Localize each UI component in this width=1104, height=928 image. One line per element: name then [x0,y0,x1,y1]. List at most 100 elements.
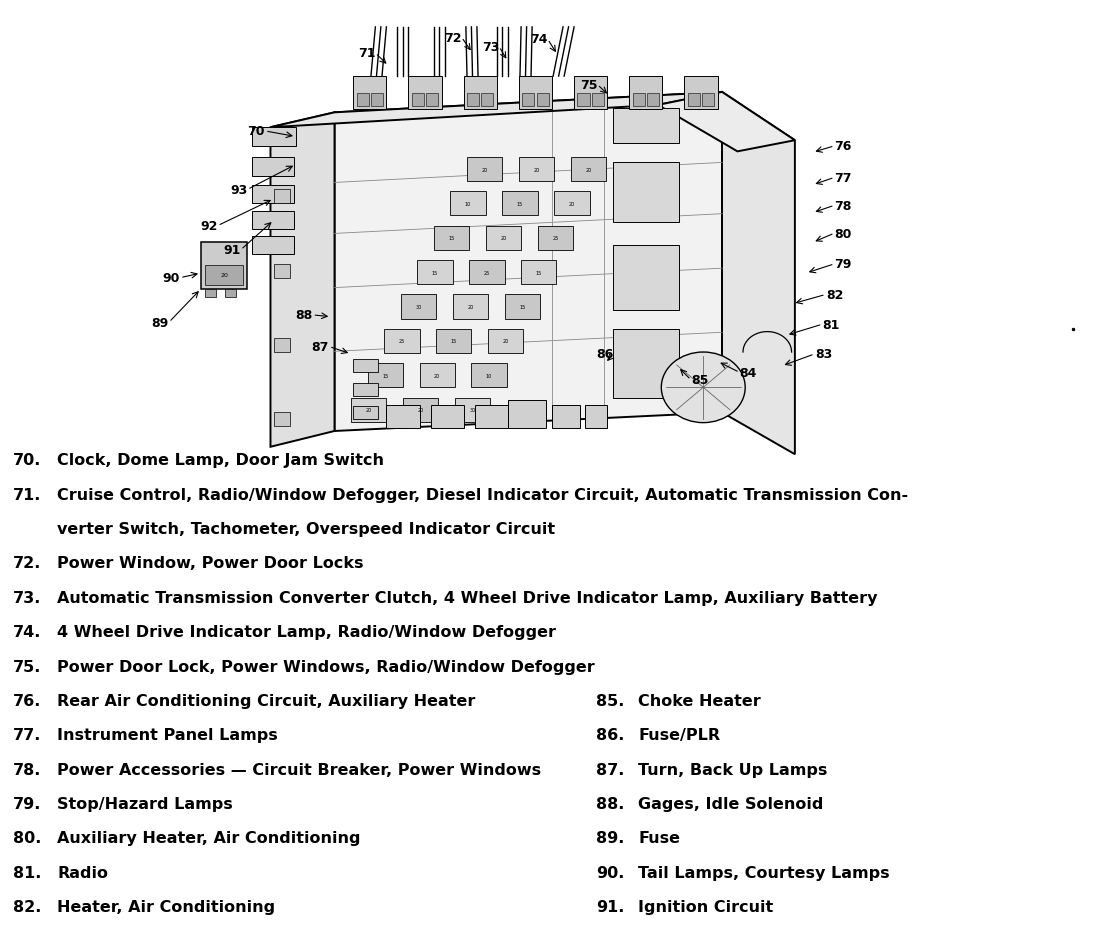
Text: 86.: 86. [596,728,625,742]
Text: 15: 15 [448,236,455,241]
Text: 83: 83 [815,348,832,361]
Text: Cruise Control, Radio/Window Defogger, Diesel Indicator Circuit, Automatic Trans: Cruise Control, Radio/Window Defogger, D… [57,487,909,502]
Bar [205,265,243,286]
Bar [205,290,216,298]
Text: 86: 86 [596,348,614,361]
Text: 20: 20 [467,304,474,310]
Text: 79: 79 [835,258,852,271]
Text: 15: 15 [519,304,526,310]
Text: 90.: 90. [596,865,625,880]
Text: verter Switch, Tachometer, Overspeed Indicator Circuit: verter Switch, Tachometer, Overspeed Ind… [57,522,555,536]
Bar [552,406,580,429]
Text: 81.: 81. [13,865,42,880]
Text: 70: 70 [247,125,265,138]
Bar [252,237,294,255]
Text: 20: 20 [220,273,229,278]
Text: Power Door Lock, Power Windows, Radio/Window Defogger: Power Door Lock, Power Windows, Radio/Wi… [57,659,595,674]
Text: 20: 20 [502,339,509,344]
Text: 75.: 75. [13,659,42,674]
Text: 89.: 89. [596,831,625,845]
Bar [647,94,659,107]
Bar [464,77,497,110]
Text: 30: 30 [469,407,476,413]
Text: 20: 20 [365,407,372,413]
Polygon shape [658,93,795,152]
Bar [537,94,549,107]
Bar [368,364,403,388]
Text: 20: 20 [417,407,424,413]
Text: 78: 78 [835,200,852,213]
Bar [502,192,538,216]
Bar [436,329,471,354]
Bar [538,226,573,251]
Text: 81: 81 [822,318,840,331]
Text: 79.: 79. [13,796,42,811]
Text: Heater, Air Conditioning: Heater, Air Conditioning [57,899,276,914]
Bar [505,295,540,319]
Text: Instrument Panel Lamps: Instrument Panel Lamps [57,728,278,742]
Text: 91: 91 [223,244,241,257]
Bar [351,398,386,422]
Text: 82.: 82. [13,899,42,914]
Bar [274,339,290,353]
Text: 74: 74 [530,33,548,46]
Bar [471,364,507,388]
Text: Power Accessories — Circuit Breaker, Power Windows: Power Accessories — Circuit Breaker, Pow… [57,762,542,777]
Bar [684,77,718,110]
Text: 70.: 70. [13,453,42,468]
Text: 15: 15 [432,270,438,276]
Bar [353,383,378,396]
Text: 30: 30 [415,304,422,310]
Text: 85: 85 [691,374,709,387]
Bar [252,128,296,147]
Bar [613,109,679,144]
Text: 10: 10 [486,373,492,379]
Text: Gages, Idle Solenoid: Gages, Idle Solenoid [638,796,824,811]
Text: 87: 87 [311,341,329,354]
Text: 15: 15 [517,201,523,207]
Text: 72.: 72. [13,556,42,571]
Text: 77: 77 [835,172,852,185]
Text: 15: 15 [382,373,389,379]
Bar [408,77,442,110]
Bar [629,77,662,110]
Text: Ignition Circuit: Ignition Circuit [638,899,774,914]
Bar [469,261,505,285]
Text: 20: 20 [434,373,440,379]
Text: 25: 25 [484,270,490,276]
Bar [274,190,290,204]
Bar [702,94,714,107]
Bar [521,261,556,285]
Polygon shape [270,93,722,128]
Bar [554,192,590,216]
Text: Clock, Dome Lamp, Door Jam Switch: Clock, Dome Lamp, Door Jam Switch [57,453,384,468]
Bar [431,406,464,429]
Text: 92: 92 [200,220,217,233]
Bar [613,329,679,399]
Bar [453,295,488,319]
Bar [571,158,606,182]
Bar [486,226,521,251]
Text: 91.: 91. [596,899,625,914]
Text: 20: 20 [533,167,540,173]
Text: 25: 25 [552,236,559,241]
Text: Auxiliary Heater, Air Conditioning: Auxiliary Heater, Air Conditioning [57,831,361,845]
Bar [488,329,523,354]
Bar [274,413,290,427]
Bar [420,364,455,388]
Bar [585,406,607,429]
Bar [688,94,700,107]
Bar [467,94,479,107]
Text: Tail Lamps, Courtesy Lamps: Tail Lamps, Courtesy Lamps [638,865,890,880]
Bar [252,158,294,176]
Bar [357,94,369,107]
Text: 74.: 74. [13,625,42,639]
Text: 87.: 87. [596,762,625,777]
Text: 78.: 78. [13,762,42,777]
Text: Choke Heater: Choke Heater [638,693,761,708]
Bar [353,406,378,419]
Text: 72: 72 [444,32,461,45]
Text: Fuse/PLR: Fuse/PLR [638,728,720,742]
Bar [467,158,502,182]
Text: 84: 84 [740,367,757,380]
